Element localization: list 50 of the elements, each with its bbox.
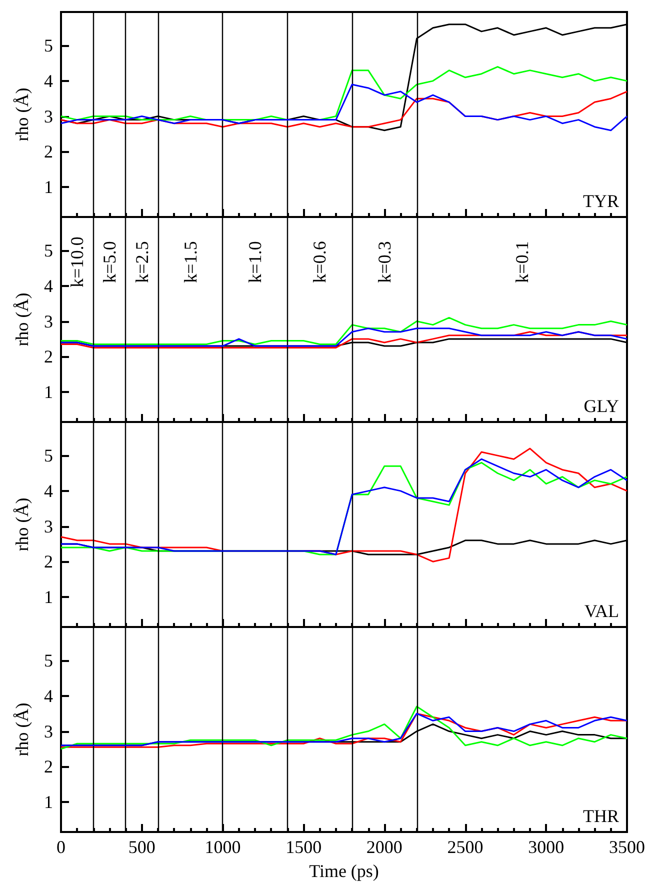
y-tick-label: 5 (44, 446, 53, 466)
x-tick-label: 1000 (204, 837, 241, 857)
annotation: k=0.1 (512, 241, 532, 283)
line-series (60, 316, 628, 345)
annotation: k=0.6 (310, 241, 330, 283)
annotation: k=1.5 (180, 241, 200, 283)
line-series (60, 66, 628, 121)
y-tick-label: 2 (44, 142, 53, 162)
y-tick-label: 3 (44, 311, 53, 332)
annotation: VAL (584, 601, 620, 621)
y-tick-label: 4 (44, 70, 53, 91)
x-axis-title: Time (ps) (309, 861, 379, 881)
y-tick-label: 4 (44, 276, 53, 296)
annotation: k=1.0 (245, 241, 266, 283)
y-tick-label: 2 (44, 346, 53, 367)
y-tick-label: 2 (44, 552, 53, 572)
y-tick-label: 3 (44, 106, 53, 126)
y-tick-label: 1 (44, 382, 53, 402)
y-axis-title: rho (Å) (12, 702, 32, 756)
y-tick-label: 5 (44, 36, 53, 56)
y-tick-label: 1 (44, 586, 53, 607)
annotation: k=2.5 (132, 241, 152, 283)
annotation: k=0.3 (374, 241, 394, 283)
annotation: k=10.0 (67, 236, 88, 288)
y-tick-label: 3 (44, 516, 53, 536)
y-tick-label: 4 (44, 480, 53, 501)
annotation: k=5.0 (100, 241, 120, 283)
x-tick-label: 500 (128, 837, 156, 857)
line-series (60, 84, 628, 132)
x-tick-label: 0 (56, 837, 66, 857)
y-tick-label: 3 (44, 721, 53, 742)
annotation: THR (583, 806, 619, 826)
annotation: TYR (583, 191, 619, 211)
line-series (60, 328, 628, 347)
y-axis-title: rho (Å) (12, 292, 32, 346)
x-tick-label: 3500 (609, 837, 645, 857)
x-tick-label: 2000 (366, 837, 402, 857)
x-tick-label: 3000 (528, 837, 564, 857)
x-tick-label: 1500 (286, 837, 322, 857)
y-tick-label: 1 (44, 176, 53, 197)
y-axis-title: rho (Å) (12, 498, 32, 552)
x-tick-label: 2500 (447, 837, 484, 857)
y-tick-label: 2 (44, 756, 53, 777)
y-tick-label: 4 (44, 686, 53, 706)
annotation: GLY (584, 396, 620, 416)
y-tick-label: 5 (44, 240, 53, 261)
y-tick-label: 5 (44, 650, 53, 671)
line-series (60, 706, 628, 750)
y-axis-title: rho (Å) (12, 88, 32, 142)
y-tick-label: 1 (44, 792, 53, 812)
